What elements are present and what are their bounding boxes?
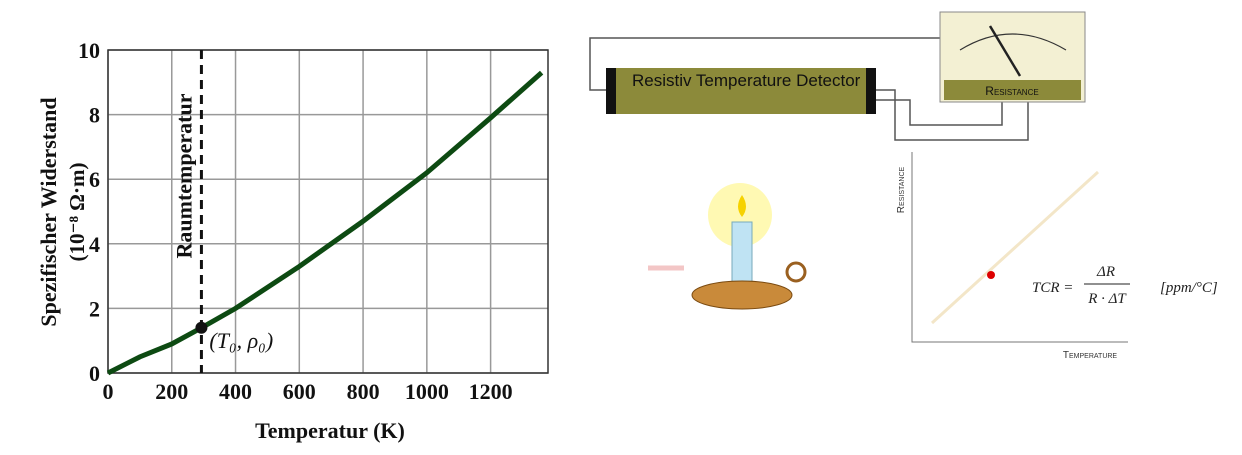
x-tick-label: 600: [283, 379, 316, 404]
meter-scale: [959, 33, 1067, 51]
plot-frame: [107, 49, 549, 374]
detector-cap: [606, 68, 616, 114]
detector-label: Resistiv Temperature Detector: [632, 71, 861, 90]
x-tick-label: 400: [219, 379, 252, 404]
mini-axes: [911, 152, 1128, 343]
formula-lhs: TCR =: [1032, 280, 1073, 296]
mini-x-label: Temperature: [1063, 350, 1118, 361]
candle-handle: [785, 261, 807, 283]
candle-flame: [738, 195, 746, 217]
detector-cap: [866, 68, 876, 114]
y-tick-label: 8: [89, 103, 100, 128]
y-tick-label: 2: [89, 296, 100, 321]
meter-label: Resistance: [985, 84, 1038, 98]
x-tick-label: 200: [155, 379, 188, 404]
formula-denominator: R · ΔT: [1087, 291, 1127, 307]
formula-numerator: ΔR: [1096, 264, 1115, 280]
mini-point: [987, 271, 995, 279]
x-tick-label: 800: [347, 379, 380, 404]
x-tick-label: 1200: [469, 379, 513, 404]
meter-label-box: [944, 80, 1081, 100]
x-tick-label: 1000: [405, 379, 449, 404]
detector-body: [606, 68, 876, 114]
reference-point: [195, 321, 208, 334]
meter-needle: [988, 25, 1022, 77]
y-tick-label: 4: [89, 232, 100, 257]
annotation: Raumtemperatur: [171, 93, 196, 258]
y-axis-label: Spezifischer Widerstand: [36, 97, 61, 326]
line-series: [106, 70, 544, 376]
formula-unit: [ppm/°C]: [1160, 280, 1218, 296]
y-tick-label: 0: [89, 361, 100, 386]
y-tick-label: 6: [89, 167, 100, 192]
candle-glow: [708, 183, 772, 247]
detector-text: Resistiv Temperature Detector: [632, 71, 861, 90]
candle-holder: [691, 280, 793, 310]
x-axis-label: Temperatur (K): [255, 418, 405, 443]
y-axis-unit: (10⁻⁸ Ω·m): [65, 163, 89, 262]
mini-line: [930, 170, 1100, 325]
mini-y-label: Resistance: [896, 166, 907, 213]
x-tick-label: 0: [103, 379, 114, 404]
diagram: Resistiv Temperature Detector Resistance…: [589, 11, 1218, 361]
wire: [589, 37, 1029, 141]
annotation: (T₀, ρ₀): [209, 328, 273, 353]
y-tick-label: 10: [78, 38, 100, 63]
